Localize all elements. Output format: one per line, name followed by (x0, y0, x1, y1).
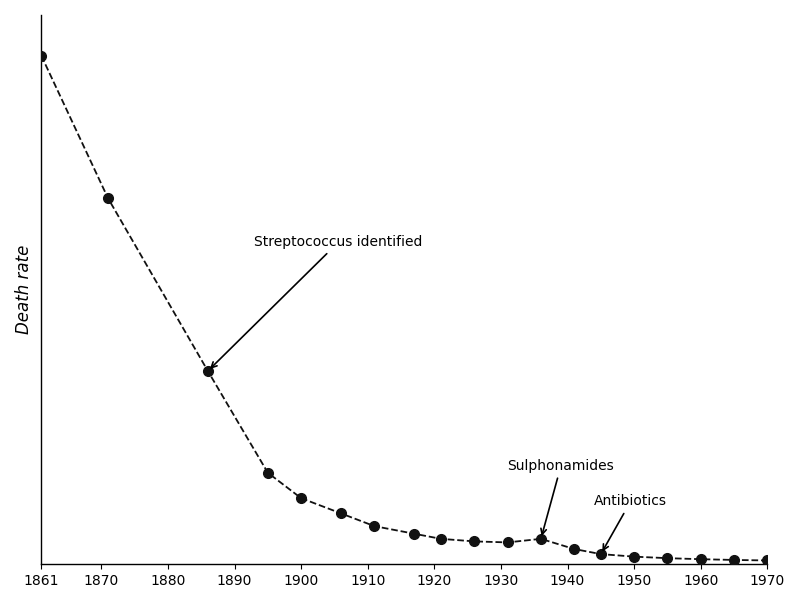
Text: Sulphonamides: Sulphonamides (507, 459, 614, 534)
Y-axis label: Death rate: Death rate (15, 245, 33, 334)
Text: Antibiotics: Antibiotics (594, 494, 667, 550)
Text: Streptococcus identified: Streptococcus identified (211, 235, 423, 368)
